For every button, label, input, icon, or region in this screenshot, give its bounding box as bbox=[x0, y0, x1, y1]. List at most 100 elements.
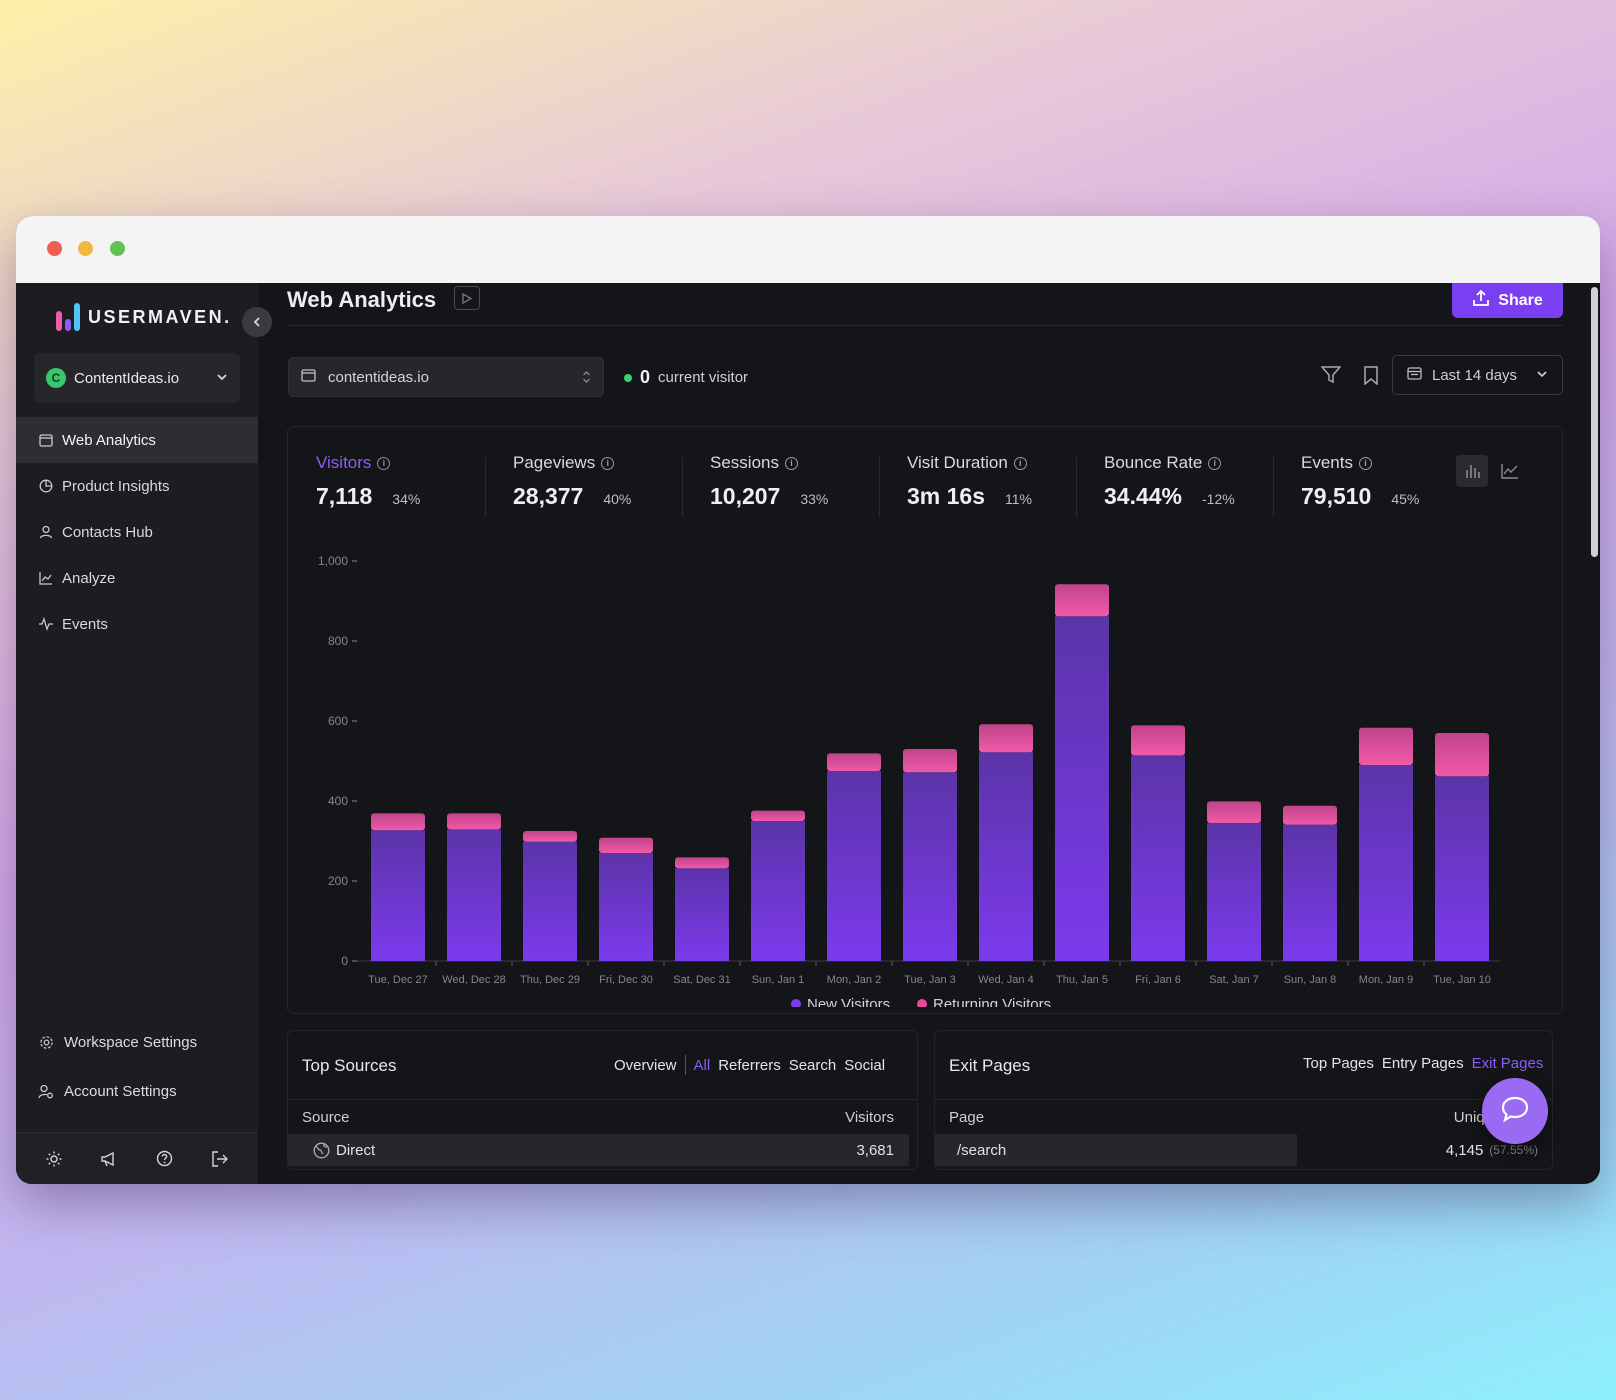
tab-entry-pages[interactable]: Entry Pages bbox=[1381, 1055, 1464, 1072]
chat-bubble-icon bbox=[1500, 1095, 1530, 1128]
sidebar-item-events[interactable]: Events bbox=[16, 601, 258, 647]
kpi-change: 45% bbox=[1391, 491, 1420, 507]
info-icon[interactable]: i bbox=[377, 456, 391, 470]
legend-returning-visitors-label: Returning Visitors bbox=[933, 996, 1051, 1007]
date-range-label: Last 14 days bbox=[1432, 366, 1518, 384]
x-tick-label: Tue, Jan 3 bbox=[904, 974, 956, 986]
info-icon[interactable]: i bbox=[784, 456, 798, 470]
sun-icon[interactable] bbox=[43, 1148, 65, 1170]
info-icon[interactable]: i bbox=[1208, 456, 1222, 470]
sidebar-item-analyze[interactable]: Analyze bbox=[16, 555, 258, 601]
tab-overview[interactable]: Overview bbox=[614, 1056, 677, 1074]
calendar-icon bbox=[38, 432, 54, 448]
play-icon[interactable] bbox=[454, 286, 480, 310]
help-icon[interactable] bbox=[154, 1148, 176, 1170]
tab-social[interactable]: Social bbox=[844, 1056, 886, 1074]
chevron-down-icon bbox=[1536, 367, 1548, 384]
brand-name: USERMAVEN. bbox=[88, 306, 232, 327]
bar-new-visitors bbox=[675, 868, 729, 961]
kpi-value: 79,510 bbox=[1301, 483, 1372, 509]
bar-chart-icon[interactable] bbox=[1456, 455, 1488, 487]
kpi-change: -12% bbox=[1202, 491, 1235, 507]
sidebar-item-web-analytics[interactable]: Web Analytics bbox=[16, 417, 258, 463]
kpi-bounce-rate[interactable]: Bounce Rate i 34.44% -12% bbox=[1076, 453, 1273, 523]
date-range-selector[interactable]: Last 14 days bbox=[1392, 355, 1563, 395]
bar-new-visitors bbox=[1359, 765, 1413, 961]
x-tick-label: Wed, Dec 28 bbox=[442, 974, 505, 986]
info-icon[interactable]: i bbox=[1358, 456, 1372, 470]
bar-new-visitors bbox=[1435, 776, 1489, 961]
bar-returning-visitors bbox=[371, 813, 425, 831]
logout-icon[interactable] bbox=[209, 1148, 231, 1170]
table-row[interactable]: /search 4,145 (57.55%) bbox=[935, 1134, 1544, 1166]
y-tick-label: 200 bbox=[328, 874, 348, 888]
exit-pages-card: Exit Pages Top Pages Entry Pages Exit Pa… bbox=[934, 1030, 1553, 1170]
main-content: Web Analytics Share contentideas.io 0 cu… bbox=[258, 283, 1600, 1184]
kpi-pageviews[interactable]: Pageviews i 28,377 40% bbox=[485, 453, 682, 523]
workspace-selector[interactable]: C ContentIdeas.io bbox=[34, 353, 240, 403]
globe-icon bbox=[313, 1142, 330, 1159]
kpi-label: Sessions bbox=[710, 453, 779, 472]
chat-support-button[interactable] bbox=[1482, 1078, 1548, 1144]
user-icon bbox=[38, 524, 54, 540]
window-titlebar bbox=[16, 216, 1600, 283]
tab-referrers[interactable]: Referrers bbox=[718, 1056, 781, 1074]
kpi-value: 3m 16s bbox=[907, 483, 986, 509]
tab-exit-pages[interactable]: Exit Pages bbox=[1471, 1055, 1544, 1072]
kpi-label: Visit Duration bbox=[907, 453, 1008, 472]
megaphone-icon[interactable] bbox=[98, 1148, 120, 1170]
close-window-button[interactable] bbox=[47, 241, 62, 256]
kpi-label: Events bbox=[1301, 453, 1353, 472]
tab-search[interactable]: Search bbox=[788, 1056, 837, 1074]
x-tick-label: Fri, Dec 30 bbox=[599, 974, 653, 986]
y-tick-label: 0 bbox=[341, 954, 348, 968]
table-row[interactable]: Direct 3,681 bbox=[288, 1134, 909, 1166]
tab-top-pages[interactable]: Top Pages bbox=[1303, 1055, 1374, 1072]
sidebar-settings: Workspace Settings Account Settings bbox=[16, 1018, 258, 1116]
row-bar bbox=[935, 1134, 1297, 1166]
top-sources-card: Top Sources Overview All Referrers Searc… bbox=[287, 1030, 918, 1170]
brand-logo[interactable]: USERMAVEN. bbox=[56, 303, 232, 331]
kpi-events[interactable]: Events i 79,510 45% bbox=[1273, 453, 1470, 523]
line-chart-icon[interactable] bbox=[1494, 455, 1526, 487]
x-tick-label: Tue, Dec 27 bbox=[368, 974, 428, 986]
x-tick-label: Mon, Jan 9 bbox=[1359, 974, 1413, 986]
sidebar-item-contacts-hub[interactable]: Contacts Hub bbox=[16, 509, 258, 555]
info-icon[interactable]: i bbox=[601, 456, 615, 470]
gear-icon bbox=[38, 1035, 54, 1051]
bar-new-visitors bbox=[903, 772, 957, 961]
kpi-sessions[interactable]: Sessions i 10,207 33% bbox=[682, 453, 879, 523]
workspace-settings-label: Workspace Settings bbox=[64, 1034, 198, 1051]
filter-icon[interactable] bbox=[1319, 363, 1343, 387]
chevron-left-icon bbox=[253, 317, 260, 327]
card-divider bbox=[288, 1099, 917, 1100]
tab-all[interactable]: All bbox=[693, 1056, 711, 1074]
domain-selector[interactable]: contentideas.io bbox=[288, 357, 604, 397]
x-tick-label: Sun, Jan 8 bbox=[1284, 974, 1337, 986]
sidebar-item-label: Analyze bbox=[62, 569, 116, 587]
activity-icon bbox=[38, 616, 54, 632]
bar-new-visitors bbox=[979, 752, 1033, 961]
chart-type-toggle bbox=[1456, 455, 1526, 487]
info-icon[interactable]: i bbox=[1013, 456, 1027, 470]
workspace-name: ContentIdeas.io bbox=[74, 369, 180, 387]
x-tick-label: Mon, Jan 2 bbox=[827, 974, 881, 986]
sidebar-item-product-insights[interactable]: Product Insights bbox=[16, 463, 258, 509]
bar-returning-visitors bbox=[1131, 725, 1185, 756]
collapse-sidebar-button[interactable] bbox=[242, 307, 272, 337]
account-settings-link[interactable]: Account Settings bbox=[16, 1067, 258, 1116]
kpi-visitors[interactable]: Visitors i 7,118 34% bbox=[288, 453, 485, 523]
share-label: Share bbox=[1498, 291, 1543, 309]
maximize-window-button[interactable] bbox=[110, 241, 125, 256]
kpi-visit-duration[interactable]: Visit Duration i 3m 16s 11% bbox=[879, 453, 1076, 523]
share-button[interactable]: Share bbox=[1452, 283, 1563, 318]
bar-new-visitors bbox=[827, 771, 881, 961]
bookmark-icon[interactable] bbox=[1359, 363, 1383, 387]
workspace-settings-link[interactable]: Workspace Settings bbox=[16, 1018, 258, 1067]
scrollbar[interactable] bbox=[1591, 287, 1598, 557]
visitors-bar-chart: 0 200 400 600 800 1,000 Tue, Dec 27 Wed, Dec 28… bbox=[318, 554, 1500, 1007]
y-tick-label: 800 bbox=[328, 634, 348, 648]
page-exits: 4,145 bbox=[1445, 1141, 1484, 1159]
minimize-window-button[interactable] bbox=[78, 241, 93, 256]
bar-returning-visitors bbox=[827, 753, 881, 771]
